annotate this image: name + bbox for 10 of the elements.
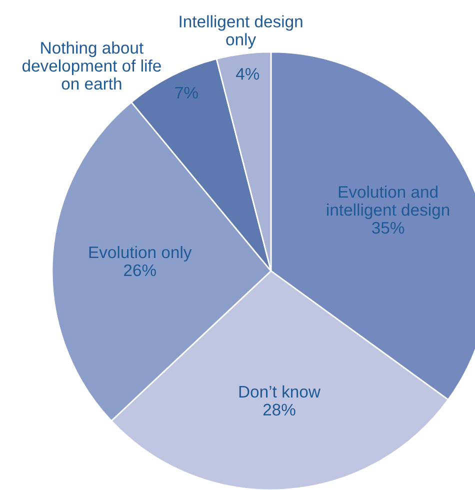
data-label: 4% xyxy=(236,68,260,80)
slice-label: Don’t know xyxy=(239,385,321,398)
data-label: 28% xyxy=(263,404,296,416)
slice-label: Nothing about development of life on earth xyxy=(22,42,161,90)
data-label: 7% xyxy=(175,86,198,99)
data-label: 26% xyxy=(124,264,156,276)
slice-label: Intelligent design only xyxy=(180,15,302,49)
slice-label: Evolution only xyxy=(89,246,192,262)
data-label: 35% xyxy=(372,222,404,234)
slice-label: Evolution and intelligent design xyxy=(327,186,450,220)
